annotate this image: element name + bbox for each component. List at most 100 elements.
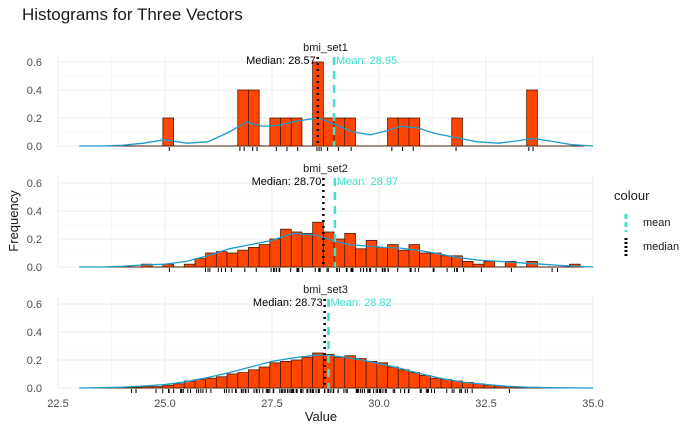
legend-label-median: median — [643, 241, 679, 253]
histogram-bar — [462, 260, 474, 268]
x-tick-label: 25.0 — [154, 398, 175, 410]
histogram-bar — [183, 263, 196, 268]
histogram-bars — [162, 61, 538, 147]
y-tick-label: 0.2 — [27, 113, 42, 125]
histogram-bar — [376, 362, 388, 389]
histogram-bar — [504, 260, 517, 268]
histogram-bar — [226, 252, 239, 268]
histogram-bar — [387, 366, 399, 389]
histogram-bar — [290, 117, 303, 147]
legend-item-mean: mean — [624, 214, 671, 232]
histogram-bars — [141, 221, 581, 268]
histogram-bar — [226, 373, 239, 389]
y-axis-title: Frequency — [6, 190, 21, 252]
histogram-bar — [151, 386, 164, 389]
x-axis-title: Value — [305, 409, 337, 424]
histogram-bar — [344, 355, 356, 389]
x-tick-label: 22.5 — [47, 398, 68, 410]
facet-panels: bmi_set1 0.0 0.2 0.4 0.6 Median: 28.57 Mean: 2… — [27, 42, 594, 395]
histogram-bar — [333, 117, 346, 147]
legend: colour mean median — [614, 188, 679, 256]
histogram-bar — [526, 89, 538, 147]
x-axis: 22.5 25.0 27.5 30.0 32.5 35.0 — [47, 398, 603, 410]
histogram-bar — [440, 255, 453, 268]
histogram-bars — [130, 352, 538, 389]
histogram-bar — [472, 263, 485, 268]
histogram-bar — [301, 232, 314, 268]
histogram-bar — [397, 117, 410, 147]
histogram-bar — [429, 252, 442, 268]
panel-bmi_set1: bmi_set1 0.0 0.2 0.4 0.6 Median: 28.57 Mean: 2… — [27, 42, 594, 153]
mean-annotation: Mean: 28.82 — [330, 297, 391, 309]
legend-title: colour — [614, 188, 650, 203]
histogram-bar — [365, 239, 378, 268]
histogram-bar — [130, 386, 142, 389]
histogram-bar — [419, 252, 431, 268]
histogram-bar — [408, 372, 421, 389]
histogram-bar — [376, 246, 388, 268]
y-tick-label: 0.6 — [27, 178, 42, 190]
histogram-bar — [483, 260, 495, 268]
histogram-bar — [215, 251, 228, 268]
histogram-bar — [194, 379, 207, 389]
y-tick-label: 0.6 — [27, 57, 42, 69]
x-tick-label: 35.0 — [582, 398, 603, 410]
mean-annotation: Mean: 28.97 — [337, 176, 398, 188]
density-curve — [79, 232, 594, 268]
histogram-bar — [269, 117, 281, 147]
x-tick-label: 32.5 — [475, 398, 496, 410]
rug-marks — [168, 268, 559, 272]
panel-bmi_set3: bmi_set3 0.0 0.2 0.4 0.6 Median: 28.73 Mean: 2… — [27, 284, 594, 395]
chart-title: Histograms for Three Vectors — [22, 5, 243, 24]
histogram-bar — [429, 377, 442, 389]
histogram-bar — [322, 231, 335, 268]
x-tick-label: 30.0 — [368, 398, 389, 410]
histogram-bar — [269, 362, 281, 389]
y-tick-label: 0.6 — [27, 299, 42, 311]
median-annotation: Median: 28.73 — [253, 297, 323, 309]
y-tick-label: 0.4 — [27, 85, 42, 97]
panel-strip-label: bmi_set1 — [303, 42, 348, 54]
y-tick-label: 0.4 — [27, 327, 42, 339]
histogram-bar — [280, 360, 292, 389]
y-tick-label: 0.2 — [27, 234, 42, 246]
histogram-bar — [344, 232, 356, 268]
histogram-bar — [301, 356, 314, 389]
y-tick-label: 0.0 — [27, 141, 42, 153]
histogram-bar — [290, 359, 303, 389]
histogram-bar — [215, 376, 228, 389]
histogram-bar — [194, 258, 207, 268]
histogram-bar — [440, 379, 453, 389]
histogram-bar — [397, 369, 410, 389]
mean-annotation: Mean: 28.95 — [336, 55, 397, 67]
histogram-bar — [269, 238, 281, 268]
histogram-bar — [205, 377, 217, 389]
density-curve — [79, 117, 594, 147]
histogram-bar — [258, 244, 271, 268]
histogram-bar — [162, 117, 174, 147]
histogram-bar — [419, 374, 431, 389]
histogram-bar — [355, 358, 367, 389]
panel-bmi_set2: bmi_set2 0.0 0.2 0.4 0.6 Median: 28.70 Mean: 2… — [27, 163, 594, 274]
rug-marks — [131, 389, 510, 393]
median-annotation: Median: 28.57 — [246, 55, 316, 67]
panel-strip-label: bmi_set3 — [303, 284, 348, 296]
histogram-bar — [451, 117, 463, 147]
legend-item-median: median — [624, 238, 679, 256]
histogram-bar — [237, 89, 249, 147]
histogram-bar — [333, 356, 346, 389]
y-tick-label: 0.4 — [27, 206, 42, 218]
histogram-bar — [408, 244, 421, 268]
legend-label-mean: mean — [643, 217, 671, 229]
histogram-bar — [387, 117, 399, 147]
histogram-bar — [312, 221, 324, 268]
histogram-bar — [248, 246, 260, 268]
histogram-bar — [237, 249, 249, 268]
histogram-bar — [248, 89, 260, 147]
y-tick-label: 0.2 — [27, 355, 42, 367]
histogram-bar — [290, 231, 303, 268]
median-annotation: Median: 28.70 — [252, 176, 322, 188]
histogram-bar — [173, 383, 185, 389]
histogram-bar — [248, 369, 260, 389]
histogram-bar — [408, 117, 421, 147]
